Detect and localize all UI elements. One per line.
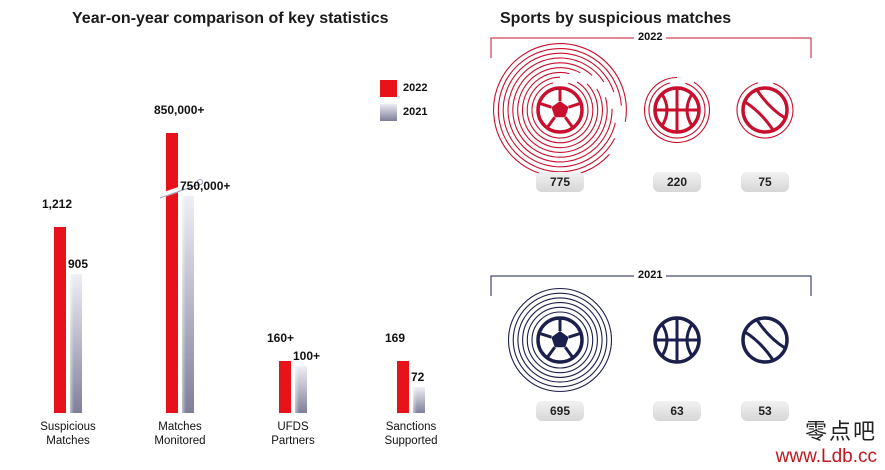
watermark: 零点吧 www.Ldb.cc bbox=[776, 414, 877, 468]
bar-2021-highlight-1 bbox=[182, 195, 186, 413]
year-label-2022: 2022 bbox=[634, 31, 667, 43]
bar-2021-highlight-0 bbox=[70, 274, 74, 413]
value-pill-2021-football: 695 bbox=[536, 401, 584, 421]
bar-2021-highlight-2 bbox=[295, 366, 299, 413]
sport-2021-football-ball-seam bbox=[538, 331, 552, 339]
right-panel-title: Sports by suspicious matches bbox=[500, 10, 732, 27]
sport-2022-football-ring bbox=[517, 67, 603, 153]
legend-item-2022: 2022 bbox=[380, 76, 427, 100]
sport-2021-football-ring bbox=[512, 292, 608, 388]
sport-2021-tennis-ball-seam-a bbox=[755, 319, 786, 350]
sport-2022-football-ring bbox=[507, 57, 613, 163]
value-label-2021-2: 100+ bbox=[293, 349, 321, 363]
sport-2022-tennis-ball-seam-b bbox=[744, 100, 775, 131]
sport-2021-football-ball-seam bbox=[568, 331, 582, 339]
sport-2022-tennis-ball-outline bbox=[741, 86, 789, 134]
bar-2022-3 bbox=[397, 361, 409, 413]
legend-item-2021: 2021 bbox=[380, 100, 427, 124]
sport-2021-football-ball-pentagon bbox=[551, 331, 569, 348]
category-label-1: Matches Monitored bbox=[130, 420, 230, 448]
category-label-0: Suspicious Matches bbox=[18, 420, 118, 448]
sport-2022-tennis-ball-seam-a bbox=[755, 89, 786, 120]
sport-2022-football-ball-seam bbox=[564, 116, 575, 129]
sport-2022-football-ring bbox=[497, 47, 622, 173]
sport-2022-football-ring bbox=[521, 71, 599, 149]
sport-2022-basketball-ring bbox=[648, 82, 706, 139]
category-label-3: Sanctions Supported bbox=[361, 420, 461, 448]
sport-2022-football-ball-seam bbox=[568, 101, 582, 109]
sport-2022-football-ball-seam bbox=[538, 101, 552, 109]
value-label-2022-1: 850,000+ bbox=[154, 103, 205, 117]
category-label-line: Supported bbox=[384, 435, 438, 447]
category-label-line: Monitored bbox=[154, 435, 206, 447]
sport-2022-basketball-ball-curve-r bbox=[685, 93, 694, 127]
value-label-2021-0: 905 bbox=[68, 257, 89, 272]
value-pill-2022-tennis: 75 bbox=[741, 172, 789, 192]
category-label-line: Sanctions bbox=[385, 421, 437, 433]
category-label-line: Matches bbox=[158, 421, 202, 433]
category-label-line: Partners bbox=[271, 435, 315, 447]
sport-2022-basketball-ring bbox=[643, 76, 711, 144]
bar-2022-2 bbox=[279, 361, 291, 413]
sport-2022-football-ball-seam bbox=[545, 116, 556, 129]
sport-2021-basketball-ball-curve-l bbox=[660, 323, 669, 357]
value-label-2021-3: 72 bbox=[411, 370, 425, 384]
sport-2021-football-ring bbox=[517, 297, 603, 383]
value-pill-2021-basketball: 63 bbox=[653, 401, 701, 421]
category-label-line: Suspicious bbox=[40, 421, 96, 433]
sport-2022-basketball-ball-curve-l bbox=[660, 93, 669, 127]
sport-2021-football-ring bbox=[531, 311, 589, 369]
sport-2022-football-ring bbox=[512, 62, 608, 158]
sport-2021-basketball-ball-curve-r bbox=[685, 323, 694, 357]
sport-2021-football-ball-seam bbox=[564, 346, 575, 359]
bar-2022-1 bbox=[166, 133, 178, 413]
sport-2021-tennis-ball-outline bbox=[741, 316, 789, 364]
category-label-line: Matches bbox=[46, 435, 90, 447]
watermark-url: www.Ldb.cc bbox=[775, 446, 877, 467]
sport-2022-football-ball-pentagon bbox=[551, 101, 569, 118]
axis-break-gap bbox=[159, 178, 204, 199]
value-label-2022-3: 169 bbox=[385, 331, 406, 345]
value-pill-2022-basketball: 220 bbox=[653, 172, 701, 192]
left-chart-title: Year-on-year comparison of key statistic… bbox=[72, 10, 389, 27]
sport-2022-tennis-ring bbox=[736, 82, 794, 139]
value-label-2021-1: 750,000+ bbox=[180, 178, 231, 193]
legend-swatch-2021 bbox=[380, 103, 397, 121]
category-label-line: UFDS bbox=[277, 421, 309, 433]
axis-break-dot bbox=[197, 179, 203, 185]
sport-2021-football-ring bbox=[522, 302, 598, 378]
bar-2022-0 bbox=[54, 227, 66, 413]
axis-break-line bbox=[159, 182, 204, 199]
sport-2022-football-ring bbox=[502, 52, 616, 168]
year-label-2021: 2021 bbox=[634, 269, 667, 281]
watermark-cn: 零点吧 bbox=[804, 419, 877, 444]
value-pill-2022-football: 775 bbox=[536, 172, 584, 192]
sport-2021-football-ball-seam bbox=[545, 346, 556, 359]
sport-2022-football-ring bbox=[526, 76, 594, 144]
sport-2022-football-ring bbox=[531, 82, 589, 139]
value-label-2022-0: 1,212 bbox=[42, 197, 73, 211]
legend-swatch-2022 bbox=[380, 79, 397, 97]
bar-2021-highlight-3 bbox=[413, 387, 417, 413]
legend-label-2022: 2022 bbox=[403, 82, 428, 94]
value-pill-2021-tennis: 53 bbox=[741, 401, 789, 421]
sport-2021-tennis-ball-seam-b bbox=[744, 330, 775, 361]
value-label-2022-2: 160+ bbox=[267, 331, 295, 345]
category-label-2: UFDS Partners bbox=[243, 420, 343, 448]
sport-2021-football-ring bbox=[507, 287, 613, 393]
sport-2021-football-ring bbox=[526, 306, 594, 374]
legend-label-2021: 2021 bbox=[403, 106, 428, 118]
legend: 2022 2021 bbox=[380, 76, 427, 124]
